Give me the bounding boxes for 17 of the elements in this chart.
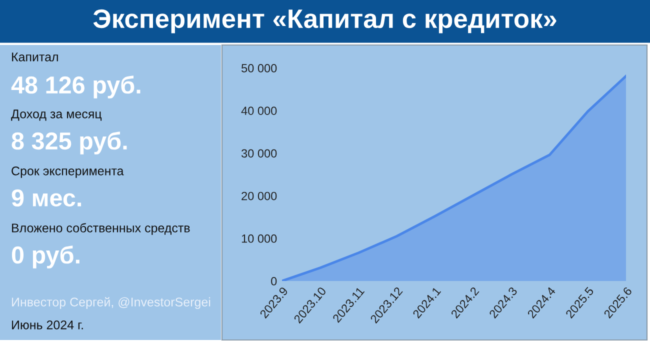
text: Вложено собственных средств (12, 223, 190, 235)
text: Срок эксперимента (12, 166, 124, 178)
text: 48 126 руб. (11, 76, 140, 98)
y-tick-label: 20 000 (242, 192, 277, 200)
text: Июнь 2024 г. (12, 320, 83, 330)
text: Доход за месяц (11, 110, 102, 121)
text: 8 325 руб. (12, 132, 127, 154)
y-tick-label: 30 000 (241, 149, 277, 158)
text: 9 мес. (12, 189, 82, 207)
y-tick-label: 10 000 (242, 234, 277, 243)
y-tick-label: 40 000 (241, 106, 277, 115)
y-tick-label: 0 (271, 277, 277, 286)
text: Капитал (12, 52, 58, 62)
y-tick-label: 50 000 (242, 64, 277, 72)
text: Эксперимент «Капитал с кредиток» (93, 9, 556, 34)
text: Инвестор Сергей, @InvestorSergei (12, 297, 210, 309)
text: 0 руб. (12, 246, 80, 268)
